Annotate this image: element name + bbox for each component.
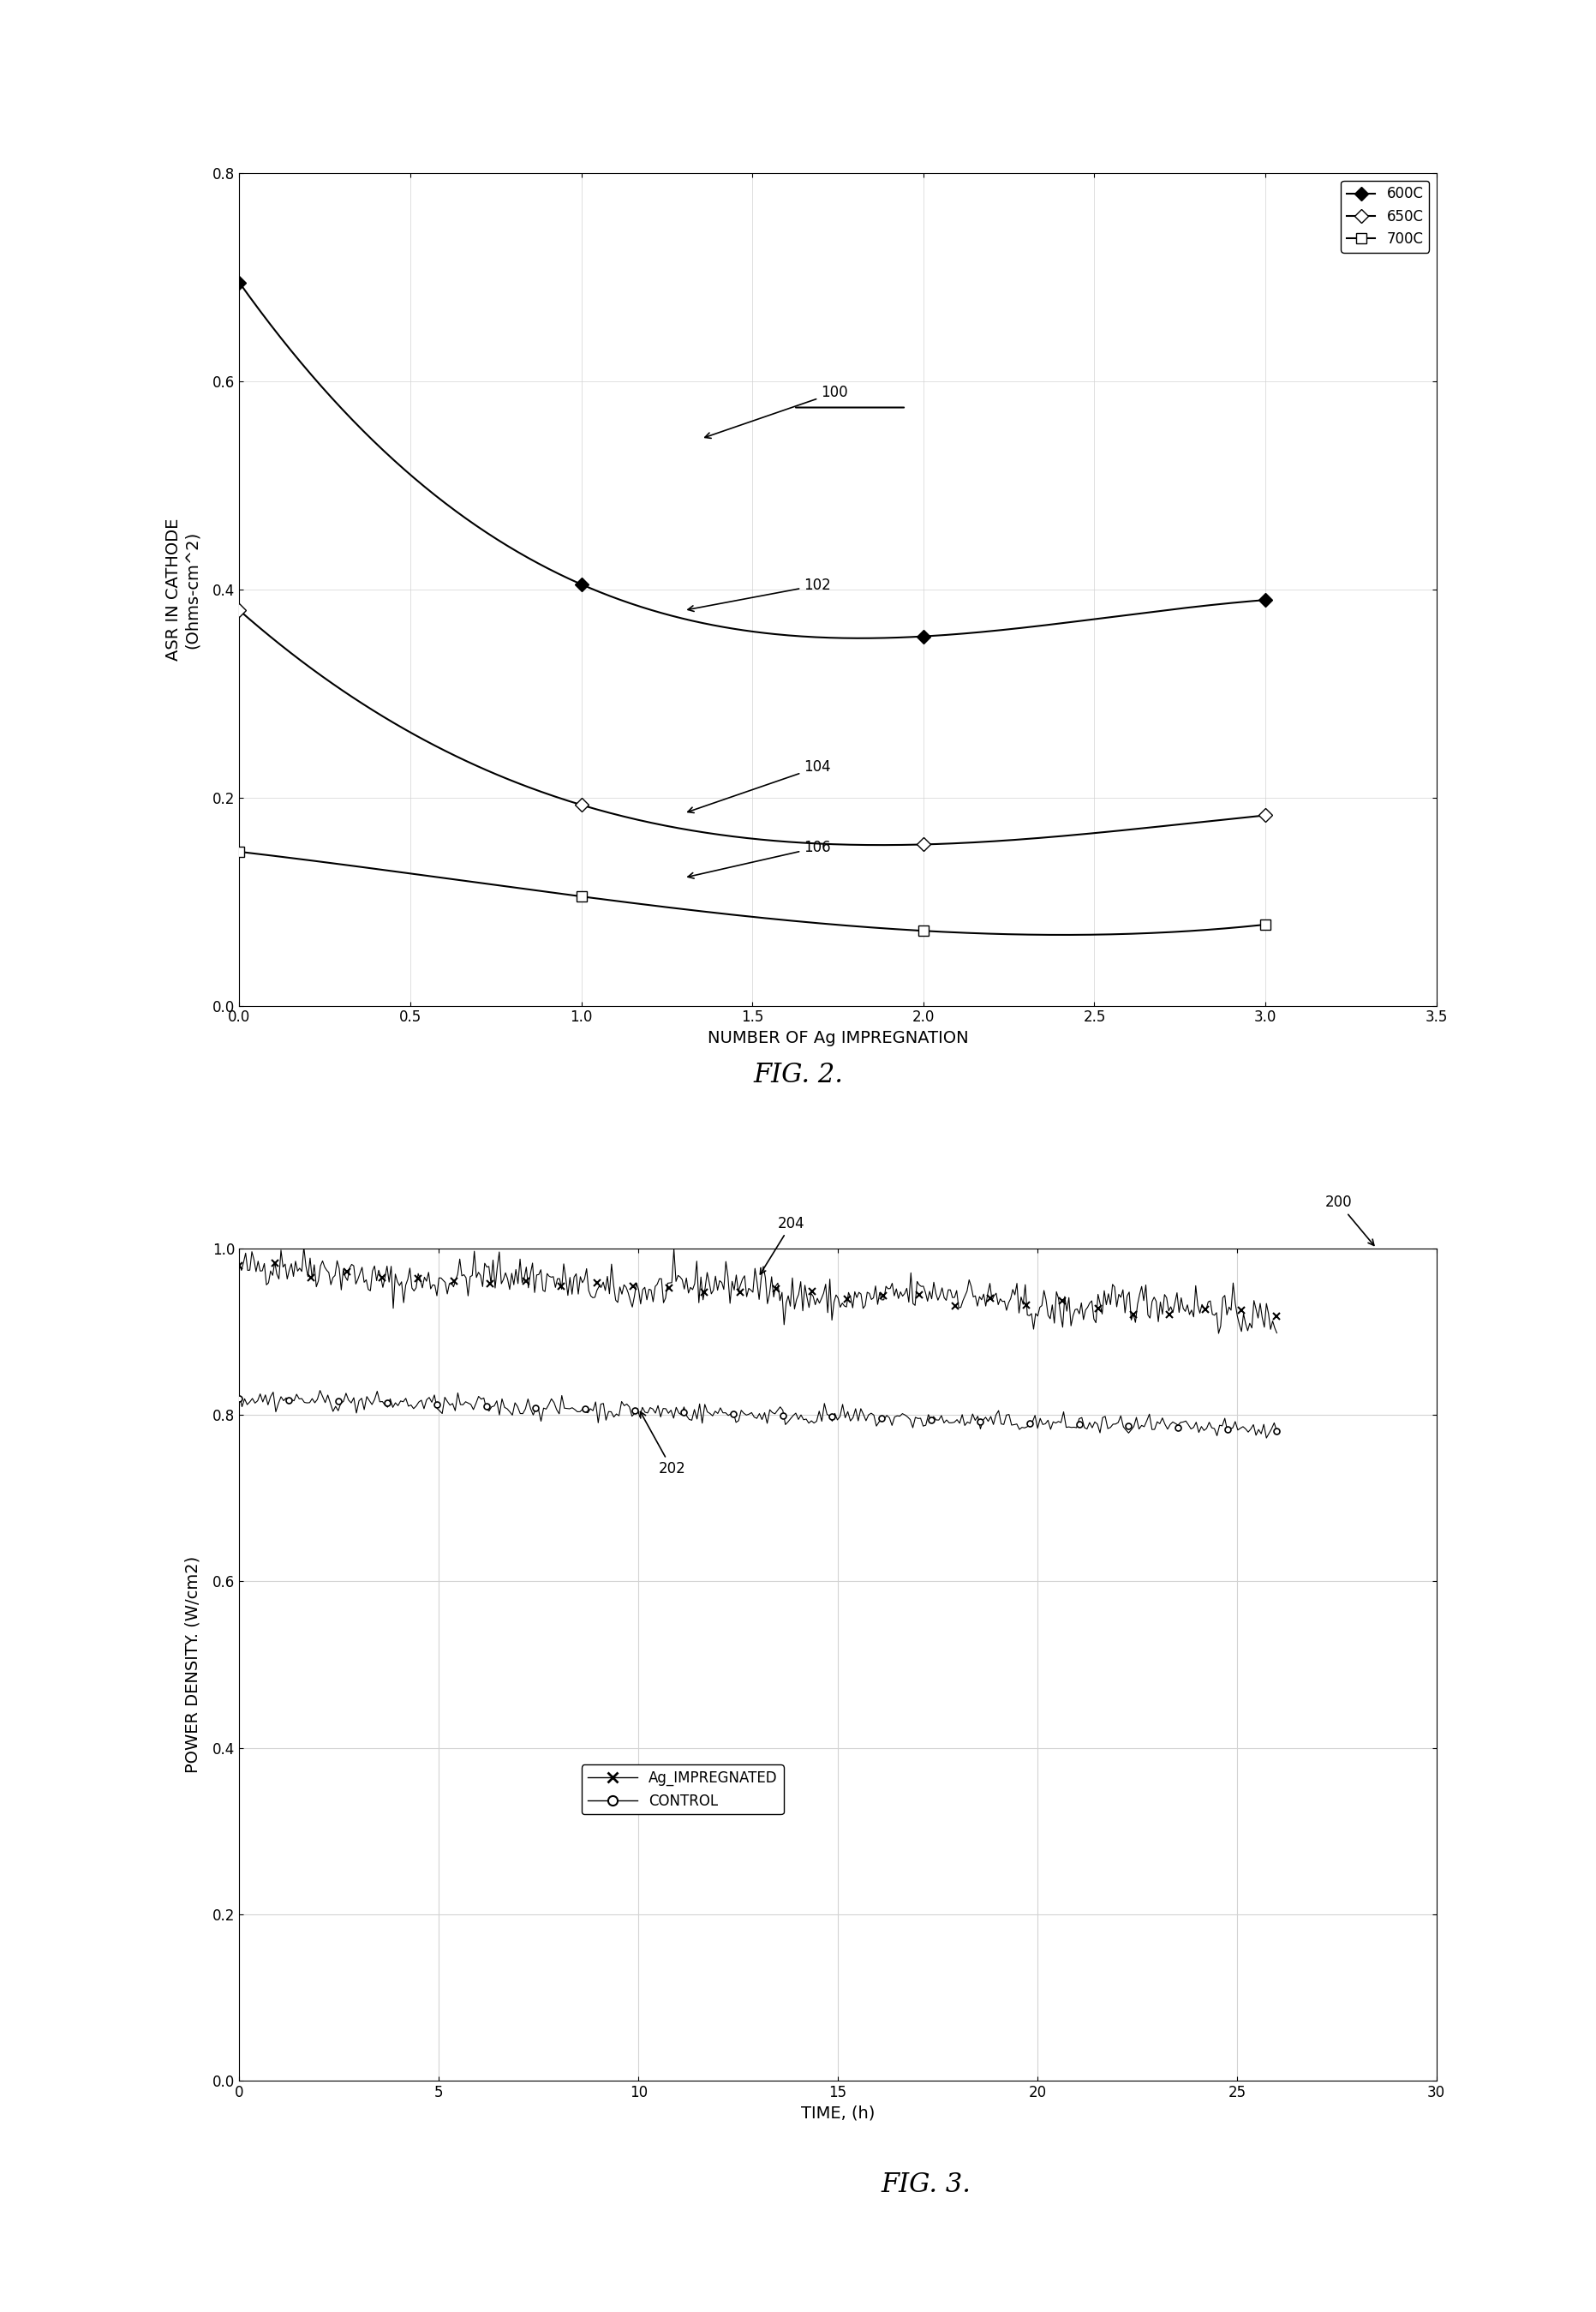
Text: 200: 200 (1325, 1195, 1374, 1246)
X-axis label: NUMBER OF Ag IMPREGNATION: NUMBER OF Ag IMPREGNATION (707, 1031, 969, 1047)
Y-axis label: ASR IN CATHODE
(Ohms-cm^2): ASR IN CATHODE (Ohms-cm^2) (166, 518, 201, 661)
Text: FIG. 3.: FIG. 3. (881, 2171, 970, 2199)
Text: FIG. 2.: FIG. 2. (753, 1061, 843, 1089)
Text: 100: 100 (705, 386, 847, 439)
Legend: Ag_IMPREGNATED, CONTROL: Ag_IMPREGNATED, CONTROL (581, 1764, 784, 1815)
Text: 106: 106 (688, 839, 832, 879)
Y-axis label: POWER DENSITY. (W/cm2): POWER DENSITY. (W/cm2) (185, 1556, 201, 1773)
Text: 102: 102 (688, 578, 832, 610)
Text: 104: 104 (688, 761, 832, 814)
Text: 204: 204 (760, 1216, 804, 1274)
Legend: 600C, 650C, 700C: 600C, 650C, 700C (1341, 180, 1430, 252)
Text: 202: 202 (640, 1413, 686, 1477)
X-axis label: TIME, (h): TIME, (h) (801, 2106, 875, 2122)
